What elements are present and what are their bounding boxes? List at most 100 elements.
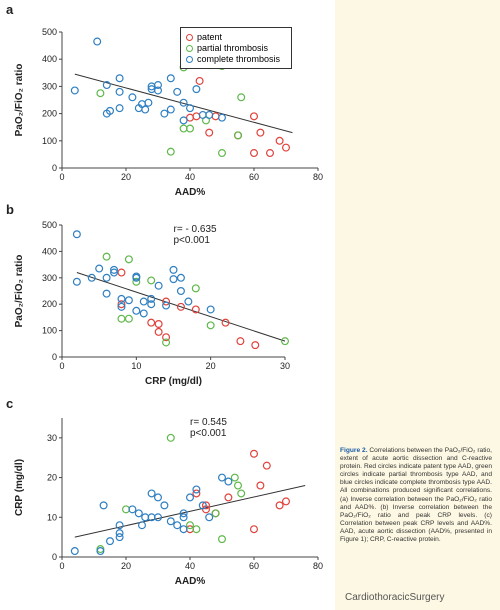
point: [275, 501, 284, 510]
point: [169, 275, 178, 284]
y-tick-label: 20: [47, 473, 57, 483]
point: [282, 143, 291, 152]
point: [96, 89, 105, 98]
point: [206, 305, 215, 314]
point: [110, 265, 119, 274]
y-tick-label: 400: [42, 246, 57, 256]
point: [250, 149, 259, 158]
point: [128, 93, 137, 102]
point: [275, 136, 284, 145]
point: [221, 318, 230, 327]
point: [132, 273, 141, 282]
point: [205, 513, 214, 522]
y-tick-label: 10: [47, 512, 57, 522]
point: [144, 98, 153, 107]
point: [211, 509, 220, 518]
fit-line: [76, 272, 286, 342]
point: [250, 449, 259, 458]
point: [132, 277, 141, 286]
y-tick-label: 300: [42, 81, 57, 91]
y-tick-label: 200: [42, 109, 57, 119]
y-axis-label: PaO₂/FiO₂ ratio: [14, 64, 25, 137]
point: [179, 124, 188, 133]
caption: Figure 2. Correlations between the PaO₂/…: [340, 447, 492, 544]
legend-marker: [186, 34, 193, 41]
legend: patent partial thrombosis complete thrombo…: [180, 27, 292, 69]
point: [186, 521, 195, 530]
point: [134, 509, 143, 518]
point: [192, 489, 201, 498]
point: [192, 85, 201, 94]
point: [141, 105, 150, 114]
point: [154, 513, 163, 522]
point: [262, 461, 271, 470]
point: [198, 501, 207, 510]
x-axis-label: AAD%: [175, 187, 206, 198]
point: [154, 327, 163, 336]
point: [102, 109, 111, 118]
point: [250, 525, 259, 534]
point: [186, 113, 195, 122]
point: [162, 338, 171, 347]
point: [186, 104, 195, 113]
point: [147, 318, 156, 327]
point: [218, 149, 227, 158]
point: [186, 493, 195, 502]
point: [115, 74, 124, 83]
point: [141, 513, 150, 522]
point: [139, 297, 148, 306]
point: [237, 489, 246, 498]
point: [281, 337, 290, 346]
annotation: r= 0.545: [190, 417, 227, 428]
point: [121, 505, 130, 514]
point: [166, 517, 175, 526]
y-tick-label: 200: [42, 299, 57, 309]
annotation: p<0.001: [174, 235, 211, 246]
legend-marker: [186, 56, 193, 63]
x-tick-label: 0: [59, 172, 64, 182]
point: [218, 535, 227, 544]
point: [218, 473, 227, 482]
point: [195, 76, 204, 85]
point: [179, 513, 188, 522]
point: [251, 341, 260, 350]
point: [139, 309, 148, 318]
point: [154, 81, 163, 90]
point: [147, 300, 156, 309]
panel-letter: c: [6, 396, 13, 411]
point: [166, 74, 175, 83]
y-tick-label: 0: [52, 352, 57, 362]
point: [234, 131, 243, 140]
annotation: r= - 0.635: [174, 224, 218, 235]
point: [186, 124, 195, 133]
point: [115, 87, 124, 96]
x-tick-label: 20: [206, 361, 216, 371]
watermark: CardiothoracicSurgery: [345, 592, 445, 603]
x-tick-label: 0: [59, 361, 64, 371]
point: [166, 147, 175, 156]
fit-line: [74, 485, 306, 538]
point: [72, 277, 81, 286]
point: [256, 481, 265, 490]
point: [237, 93, 246, 102]
point: [160, 109, 169, 118]
point: [236, 337, 245, 346]
point: [162, 333, 171, 342]
point: [124, 314, 133, 323]
point: [198, 110, 207, 119]
point: [147, 489, 156, 498]
y-tick-label: 100: [42, 326, 57, 336]
point: [173, 87, 182, 96]
y-tick-label: 500: [42, 220, 57, 230]
point: [179, 116, 188, 125]
x-axis-label: CRP (mg/dl): [145, 376, 202, 387]
point: [202, 501, 211, 510]
point: [169, 265, 178, 274]
point: [205, 110, 214, 119]
point: [124, 255, 133, 264]
point: [206, 321, 215, 330]
x-tick-label: 60: [249, 172, 259, 182]
point: [176, 287, 185, 296]
y-tick-label: 100: [42, 136, 57, 146]
